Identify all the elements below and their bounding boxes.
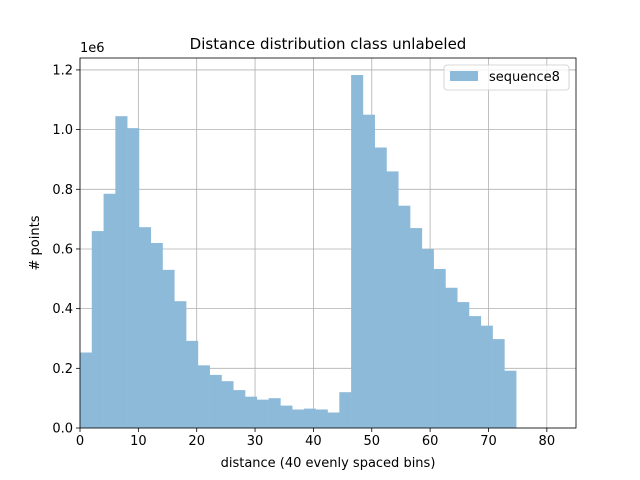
histogram-bar [468,316,482,428]
legend: sequence8 [443,64,570,91]
x-tick-label: 10 [130,434,147,449]
histogram-bar [197,365,210,428]
histogram-bar [433,268,446,428]
histogram-bar [209,374,222,428]
y-tick-label: 0.4 [52,302,73,317]
histogram-bar [80,352,93,428]
y-tick-label: 1.2 [52,63,73,78]
histogram-bar [150,243,163,428]
x-axis-ticks: 0 10 20 30 40 50 60 70 80 [76,428,555,449]
histogram-bar [327,412,340,428]
histogram-bar [268,398,281,428]
y-tick-label: 1.0 [52,123,73,138]
histogram-bar [421,248,434,428]
histogram-bar [339,392,352,428]
histogram-bar [504,370,517,428]
x-tick-label: 40 [305,434,322,449]
histogram-bar [362,114,375,429]
histogram-bar [457,302,470,428]
x-axis-label: distance (40 evenly spaced bins) [221,456,436,471]
histogram-bar [221,381,234,428]
histogram-bar [315,409,328,428]
histogram-bar [480,325,493,428]
x-tick-label: 0 [76,434,84,449]
histogram-bar [174,301,187,428]
plot-frame [79,57,577,429]
histogram-bar [127,128,140,428]
x-tick-label: 50 [363,434,380,449]
histogram-bar [103,193,116,428]
x-tick-label: 70 [480,434,497,449]
histogram-bar [351,75,364,429]
x-tick-label: 20 [188,434,205,449]
histogram-bar [410,228,423,428]
y-axis-ticks: 0.0 0.2 0.4 0.6 0.8 1.0 1.2 [52,63,80,437]
y-tick-label: 0.6 [52,242,73,257]
histogram-bar [292,409,305,428]
histogram-bar [492,339,505,428]
y-offset-label: 1e6 [80,41,105,56]
legend-entry-sequence8: sequence8 [489,70,560,85]
histogram-bar [374,147,387,429]
bars [80,75,517,429]
histogram-bar [245,396,258,428]
histogram-bar [162,269,175,428]
histogram-bar [115,116,128,428]
histogram-bar [138,227,152,428]
x-tick-label: 30 [247,434,264,449]
histogram-bar [303,408,317,428]
histogram-bar [280,405,293,428]
y-axis-label: # points [28,215,43,270]
y-tick-label: 0.8 [52,183,73,198]
y-tick-label: 0.2 [52,362,73,377]
histogram-bar [386,171,399,429]
chart-title: Distance distribution class unlabeled [190,35,467,53]
histogram-bar [233,390,246,428]
legend-swatch [450,71,478,81]
histogram-bar [398,205,411,428]
x-tick-label: 80 [539,434,556,449]
histogram-bar [256,399,269,428]
histogram-bar [186,340,199,428]
y-tick-label: 0.0 [52,422,73,437]
x-tick-label: 60 [422,434,439,449]
histogram-bar [445,287,458,428]
histogram-bar [91,231,104,428]
